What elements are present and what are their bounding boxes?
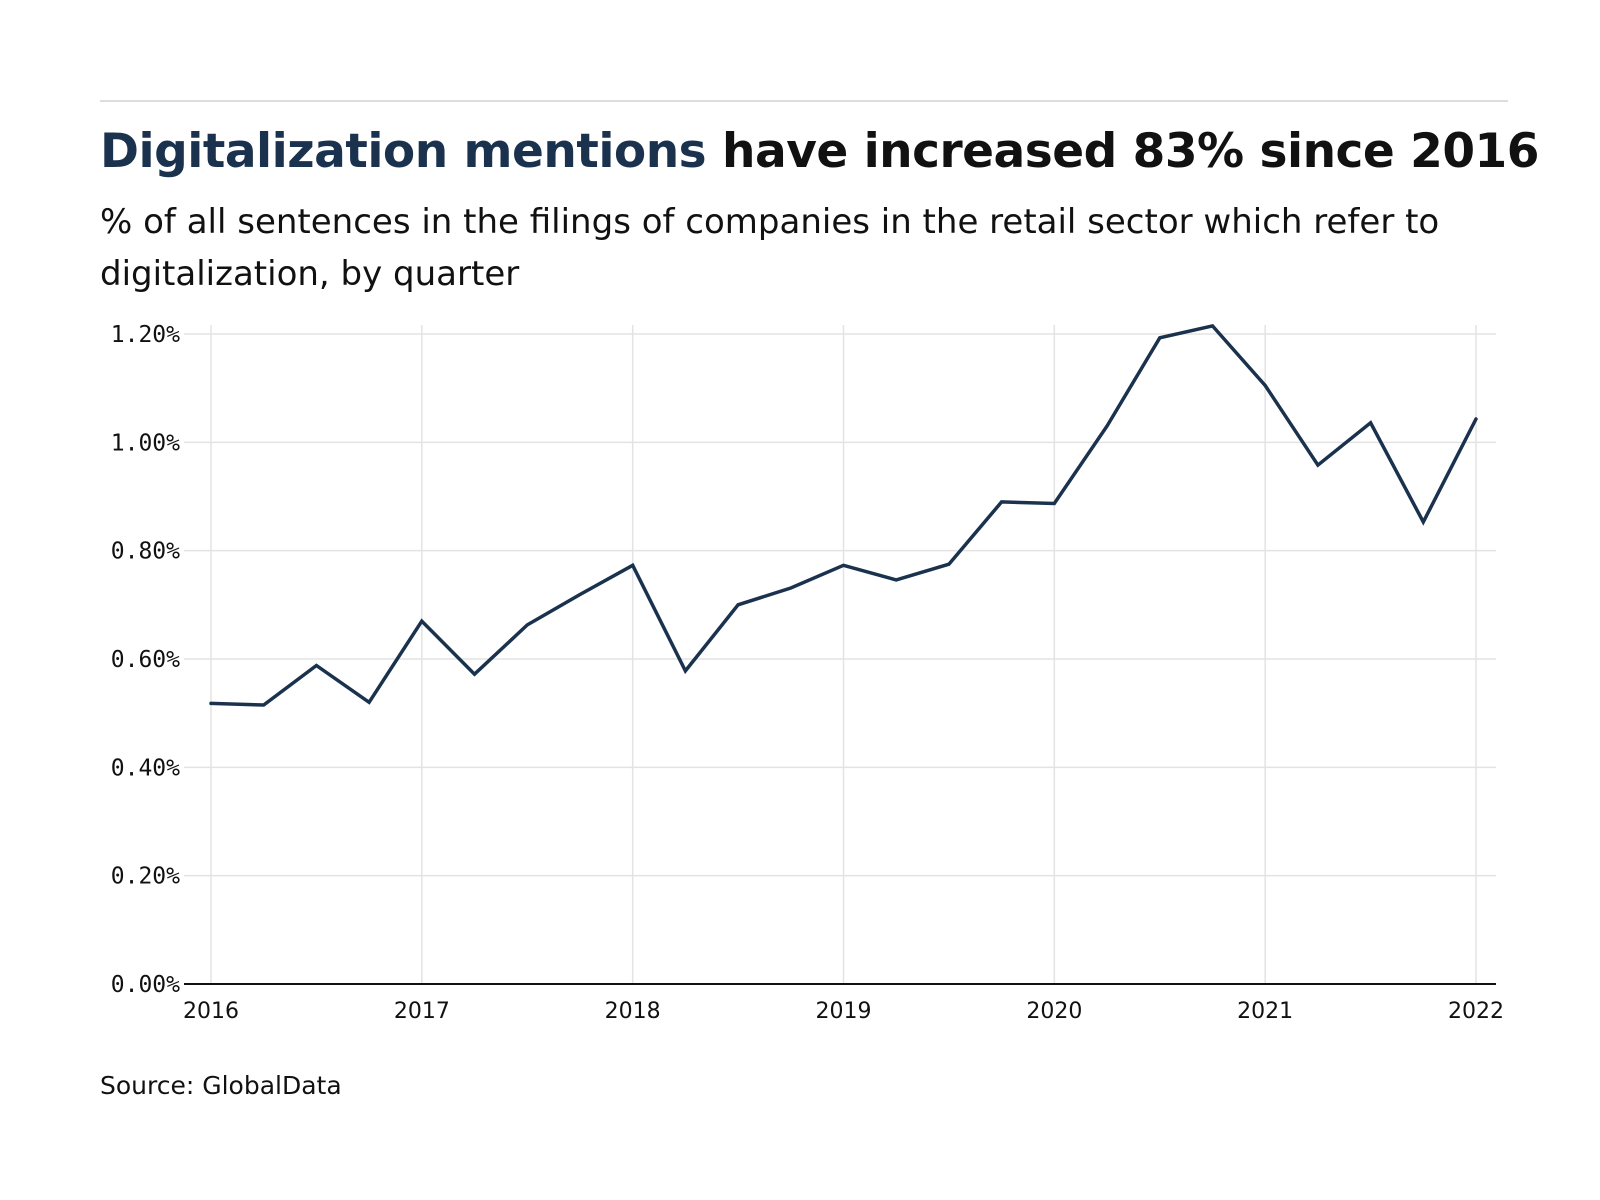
chart-title: Digitalization mentions have increased 8… <box>100 122 1539 182</box>
tick-labels: 0.00% 0.20% 0.40% 0.60% 0.80% 1.00% 1.20% 2016 2… <box>111 322 1504 1024</box>
x-tick-label: 2020 <box>1026 999 1082 1024</box>
y-tick-label: 0.00% <box>111 972 180 998</box>
grid-lines <box>184 325 1496 984</box>
chart-subtitle: % of all sentences in the filings of com… <box>100 202 1440 294</box>
y-tick-label: 0.60% <box>111 647 180 673</box>
chart-title-rest: have increased 83% since 2016 <box>706 124 1539 179</box>
top-divider <box>100 100 1508 102</box>
y-tick-label: 0.20% <box>111 864 180 890</box>
y-tick-label: 1.20% <box>111 322 180 348</box>
x-tick-label: 2022 <box>1448 999 1504 1024</box>
source-note: Source: GlobalData <box>100 1071 342 1100</box>
y-tick-label: 1.00% <box>111 430 180 456</box>
x-tick-label: 2016 <box>183 999 239 1024</box>
x-tick-label: 2021 <box>1237 999 1293 1024</box>
y-tick-label: 0.40% <box>111 755 180 781</box>
series-line <box>209 323 1478 707</box>
x-tick-label: 2017 <box>394 999 450 1024</box>
x-tick-label: 2018 <box>605 999 661 1024</box>
y-tick-label: 0.80% <box>111 539 180 565</box>
chart-title-accent: Digitalization mentions <box>100 124 707 179</box>
x-tick-label: 2019 <box>816 999 872 1024</box>
series-lines <box>209 323 1478 707</box>
